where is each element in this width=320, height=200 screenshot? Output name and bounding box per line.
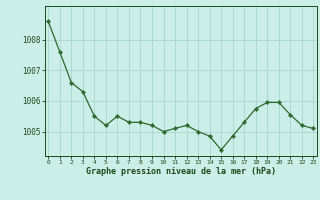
X-axis label: Graphe pression niveau de la mer (hPa): Graphe pression niveau de la mer (hPa) (86, 167, 276, 176)
